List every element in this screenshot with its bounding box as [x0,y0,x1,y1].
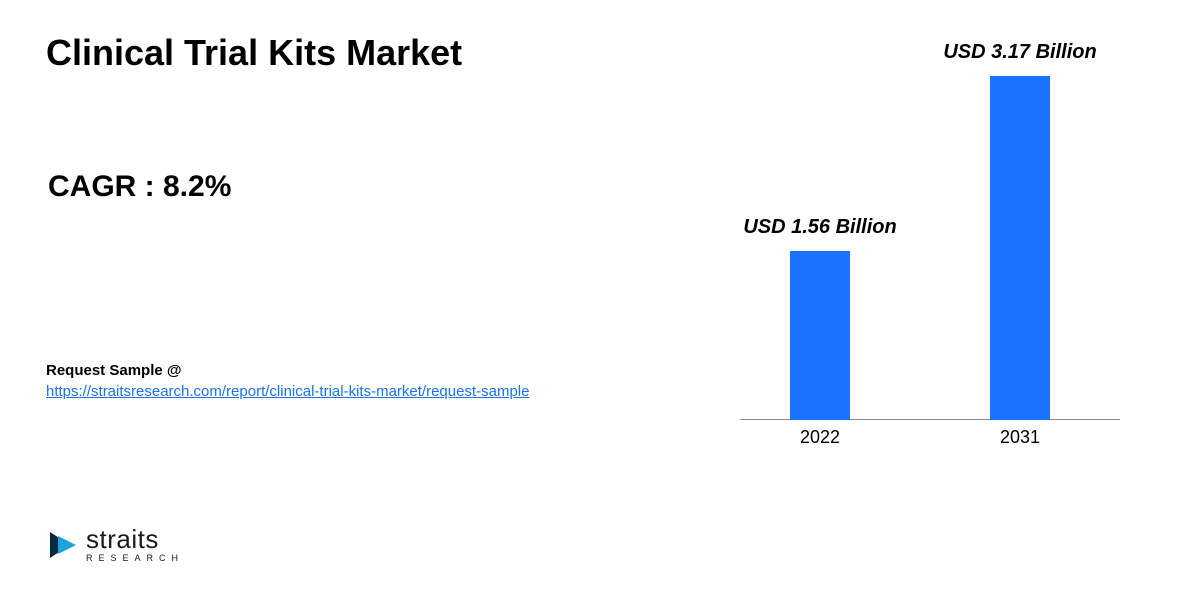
x-label-2022: 2022 [780,427,860,448]
bar-value-label-2031: USD 3.17 Billion [920,41,1120,64]
logo-triangle-icon [46,528,80,562]
request-label: Request Sample @ [46,362,182,379]
bar-2022 [790,251,850,420]
logo-main-text: straits [86,528,184,551]
page-title: Clinical Trial Kits Market [46,32,462,74]
market-bar-chart: USD 1.56 Billion 2022 USD 3.17 Billion 2031 [700,20,1140,450]
bar-2031 [990,76,1050,420]
brand-logo: straits RESEARCH [46,528,184,562]
request-sample-block: Request Sample @ https://straitsresearch… [46,360,606,402]
x-label-2031: 2031 [980,427,1060,448]
logo-sub-text: RESEARCH [86,554,184,562]
cagr-label: CAGR : 8.2% [48,170,231,204]
bar-value-label-2022: USD 1.56 Billion [720,216,920,239]
request-sample-link[interactable]: https://straitsresearch.com/report/clini… [46,381,606,402]
